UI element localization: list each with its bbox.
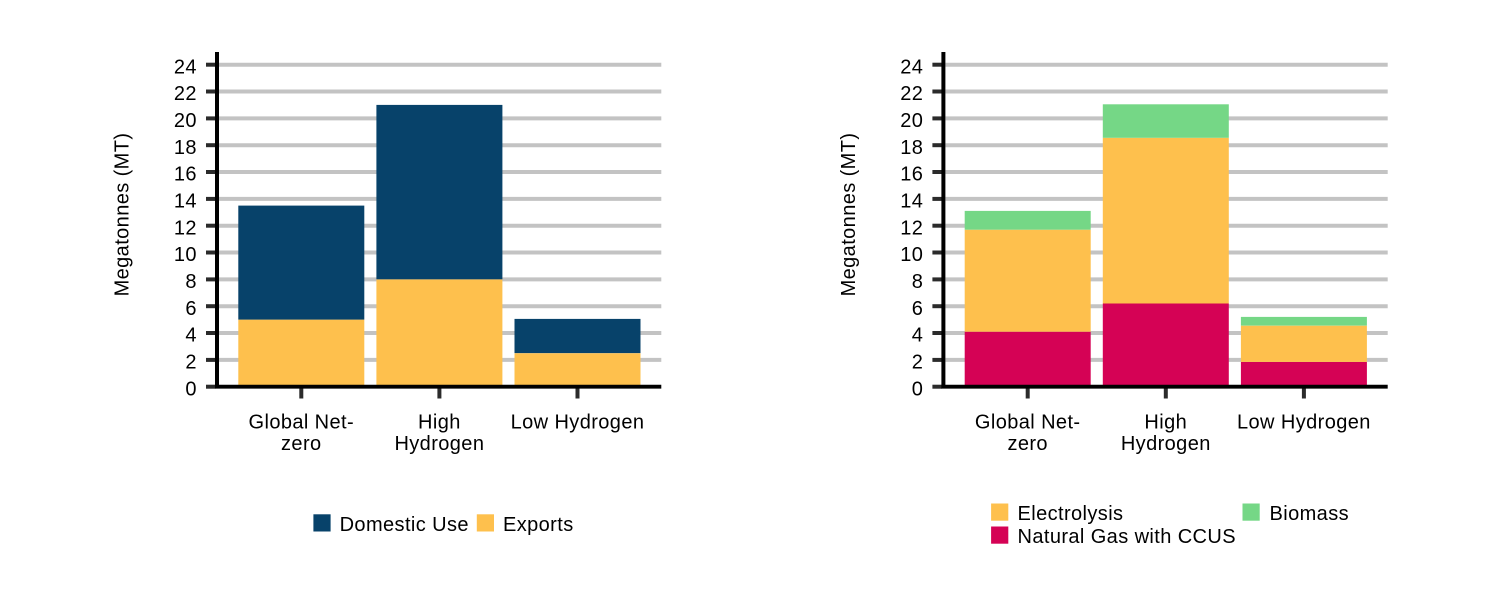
svg-text:2: 2 xyxy=(185,352,197,374)
svg-text:12: 12 xyxy=(174,217,197,239)
svg-text:18: 18 xyxy=(900,137,923,159)
svg-text:24: 24 xyxy=(174,56,197,78)
svg-text:14: 14 xyxy=(174,191,197,213)
svg-text:Global Net-: Global Net- xyxy=(249,411,355,433)
svg-text:Exports: Exports xyxy=(503,514,574,536)
svg-text:20: 20 xyxy=(174,110,197,132)
svg-text:0: 0 xyxy=(912,378,924,400)
svg-text:10: 10 xyxy=(900,244,923,266)
svg-text:Megatonnes (MT): Megatonnes (MT) xyxy=(838,133,860,297)
svg-text:Natural Gas with CCUS: Natural Gas with CCUS xyxy=(1018,526,1236,548)
svg-text:Hydrogen: Hydrogen xyxy=(1121,433,1211,455)
svg-text:zero: zero xyxy=(1007,433,1048,455)
svg-text:8: 8 xyxy=(185,271,197,293)
svg-text:6: 6 xyxy=(185,298,197,320)
svg-text:Domestic Use: Domestic Use xyxy=(340,514,469,536)
svg-text:zero: zero xyxy=(281,433,322,455)
svg-text:20: 20 xyxy=(900,110,923,132)
svg-text:24: 24 xyxy=(900,56,923,78)
svg-text:Megatonnes (MT): Megatonnes (MT) xyxy=(112,133,134,297)
svg-text:4: 4 xyxy=(185,325,197,347)
svg-text:Low Hydrogen: Low Hydrogen xyxy=(511,411,645,433)
svg-text:12: 12 xyxy=(900,217,923,239)
svg-text:10: 10 xyxy=(174,244,197,266)
svg-text:14: 14 xyxy=(900,191,923,213)
svg-text:Low Hydrogen: Low Hydrogen xyxy=(1237,411,1371,433)
svg-text:Biomass: Biomass xyxy=(1270,503,1350,525)
svg-text:22: 22 xyxy=(174,83,197,105)
svg-text:22: 22 xyxy=(900,83,923,105)
svg-text:2: 2 xyxy=(912,352,924,374)
svg-text:18: 18 xyxy=(174,137,197,159)
svg-text:Hydrogen: Hydrogen xyxy=(394,433,484,455)
svg-text:0: 0 xyxy=(185,378,197,400)
svg-text:16: 16 xyxy=(174,164,197,186)
svg-text:6: 6 xyxy=(912,298,924,320)
svg-text:High: High xyxy=(418,411,461,433)
svg-text:High: High xyxy=(1144,411,1187,433)
svg-text:16: 16 xyxy=(900,164,923,186)
svg-text:4: 4 xyxy=(912,325,924,347)
svg-text:8: 8 xyxy=(912,271,924,293)
svg-text:Electrolysis: Electrolysis xyxy=(1018,503,1124,525)
svg-text:Global Net-: Global Net- xyxy=(975,411,1081,433)
